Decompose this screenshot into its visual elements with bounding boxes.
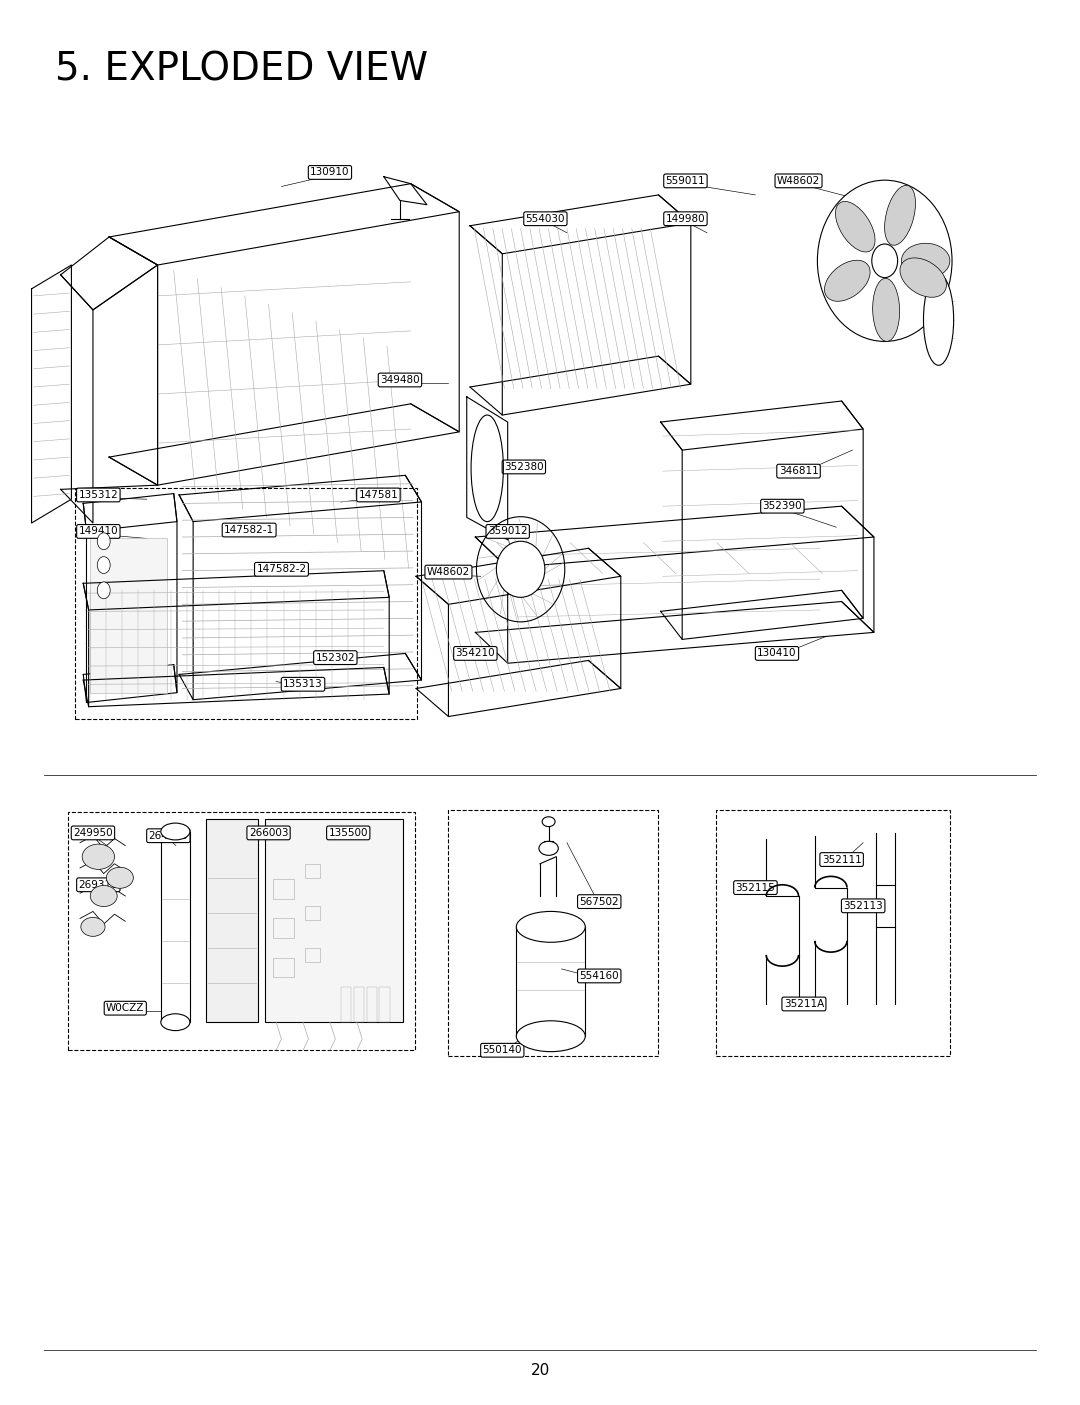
Text: 249950: 249950 (73, 828, 112, 837)
Text: W48602: W48602 (777, 176, 820, 185)
Text: 264110: 264110 (149, 830, 188, 840)
Ellipse shape (885, 185, 916, 246)
Text: 352390: 352390 (762, 502, 802, 511)
Text: 135313: 135313 (283, 679, 323, 690)
Text: 554160: 554160 (580, 971, 619, 981)
Circle shape (97, 556, 110, 573)
Text: 130910: 130910 (310, 167, 350, 177)
Circle shape (97, 582, 110, 599)
Text: 359012: 359012 (488, 527, 527, 537)
FancyBboxPatch shape (266, 819, 403, 1023)
Ellipse shape (824, 260, 870, 301)
Ellipse shape (539, 842, 558, 856)
Text: 149980: 149980 (665, 214, 705, 223)
Ellipse shape (836, 201, 875, 251)
Text: 352111: 352111 (822, 854, 862, 864)
Ellipse shape (81, 917, 105, 936)
Text: 550140: 550140 (483, 1045, 522, 1055)
FancyBboxPatch shape (90, 538, 167, 693)
Text: W48602: W48602 (427, 568, 470, 577)
Ellipse shape (516, 912, 585, 943)
Text: 149410: 149410 (79, 527, 118, 537)
Ellipse shape (542, 816, 555, 826)
Text: 567502: 567502 (580, 896, 619, 906)
Ellipse shape (107, 867, 133, 888)
Text: 269310: 269310 (79, 880, 118, 889)
Ellipse shape (161, 823, 190, 840)
Text: 135312: 135312 (79, 490, 118, 500)
Text: 352113: 352113 (843, 901, 883, 910)
Text: 20: 20 (530, 1363, 550, 1378)
Text: 352115: 352115 (735, 882, 775, 892)
Ellipse shape (900, 259, 946, 298)
Text: 35211A: 35211A (784, 999, 824, 1009)
Text: 352380: 352380 (504, 462, 543, 472)
Text: 147581: 147581 (359, 490, 399, 500)
Ellipse shape (902, 243, 950, 278)
Text: 559011: 559011 (665, 176, 705, 185)
Text: 346811: 346811 (779, 466, 819, 476)
Text: 5. EXPLODED VIEW: 5. EXPLODED VIEW (55, 51, 429, 89)
Ellipse shape (516, 1021, 585, 1052)
Text: 354210: 354210 (456, 649, 495, 659)
FancyBboxPatch shape (206, 819, 258, 1023)
Text: 152302: 152302 (315, 653, 355, 663)
Ellipse shape (818, 180, 953, 341)
Text: 349480: 349480 (380, 375, 420, 385)
Ellipse shape (91, 885, 118, 906)
Text: W0CZZ: W0CZZ (106, 1003, 145, 1013)
Ellipse shape (923, 274, 954, 365)
Text: 135500: 135500 (328, 828, 368, 837)
Ellipse shape (497, 541, 544, 597)
Text: 130410: 130410 (757, 649, 797, 659)
Text: 147582-2: 147582-2 (256, 565, 307, 575)
Text: 554030: 554030 (526, 214, 565, 223)
Circle shape (97, 532, 110, 549)
Circle shape (872, 244, 897, 278)
Ellipse shape (161, 1014, 190, 1031)
Text: 147582-1: 147582-1 (224, 525, 274, 535)
Ellipse shape (82, 844, 114, 870)
Text: 266003: 266003 (248, 828, 288, 837)
Ellipse shape (873, 278, 900, 341)
